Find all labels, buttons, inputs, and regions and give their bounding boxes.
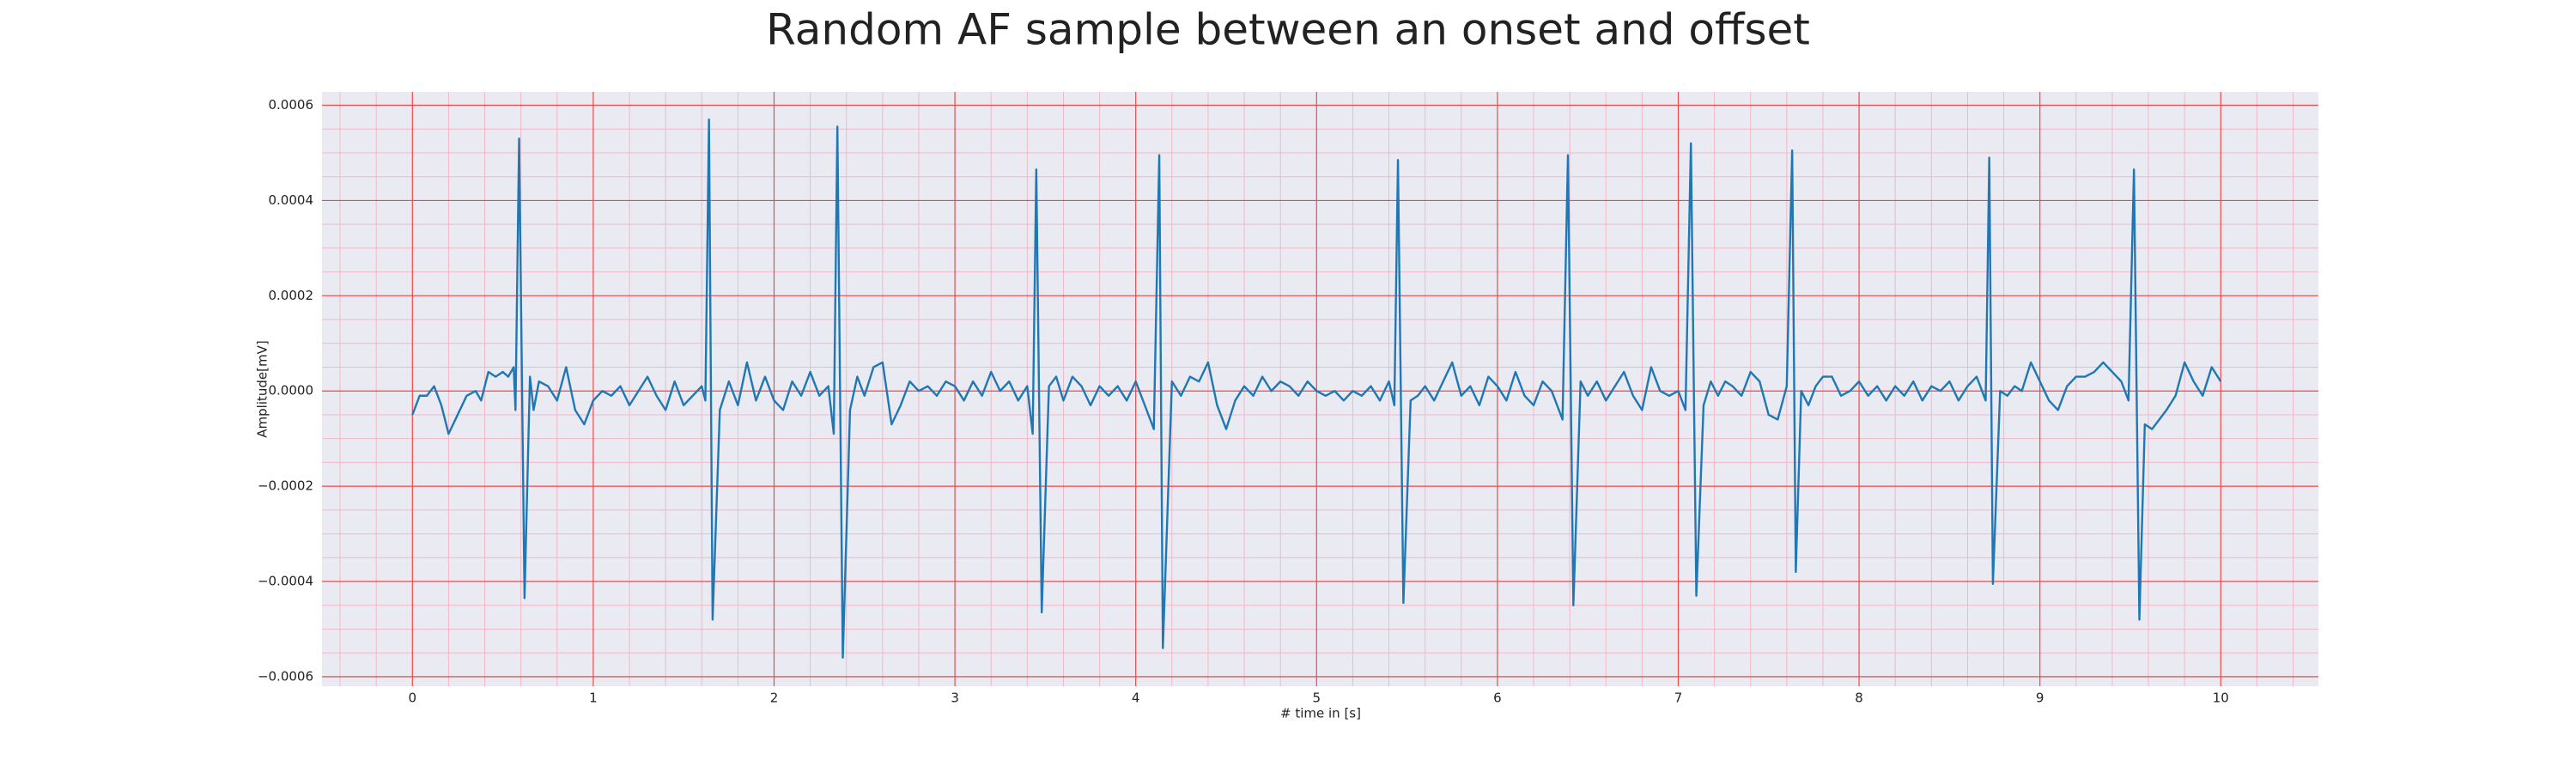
y-tick-label: 0.0000 xyxy=(269,383,314,399)
chart-title: Random AF sample between an onset and of… xyxy=(766,5,1810,55)
x-tick-label: 5 xyxy=(1313,691,1321,706)
y-tick-label: 0.0006 xyxy=(269,97,314,113)
x-tick-label: 2 xyxy=(770,691,779,706)
x-tick-label: 8 xyxy=(1855,691,1863,706)
y-tick-label: −0.0006 xyxy=(258,668,313,684)
x-tick-label: 6 xyxy=(1493,691,1502,706)
x-tick-label: 9 xyxy=(2036,691,2044,706)
x-tick-label: 7 xyxy=(1674,691,1683,706)
y-tick-label: −0.0002 xyxy=(258,478,313,494)
y-tick-label: 0.0002 xyxy=(269,288,314,303)
y-axis-label: Amplitude[mV] xyxy=(255,340,270,437)
y-tick-label: −0.0004 xyxy=(258,574,313,589)
y-tick-label: 0.0004 xyxy=(269,192,314,208)
x-tick-label: 1 xyxy=(589,691,598,706)
x-tick-label: 10 xyxy=(2213,691,2229,706)
x-axis-label: # time in [s] xyxy=(1280,706,1361,721)
signal-line xyxy=(411,118,2222,659)
x-tick-label: 0 xyxy=(409,691,417,706)
x-tick-label: 4 xyxy=(1132,691,1140,706)
x-tick-label: 3 xyxy=(951,691,959,706)
